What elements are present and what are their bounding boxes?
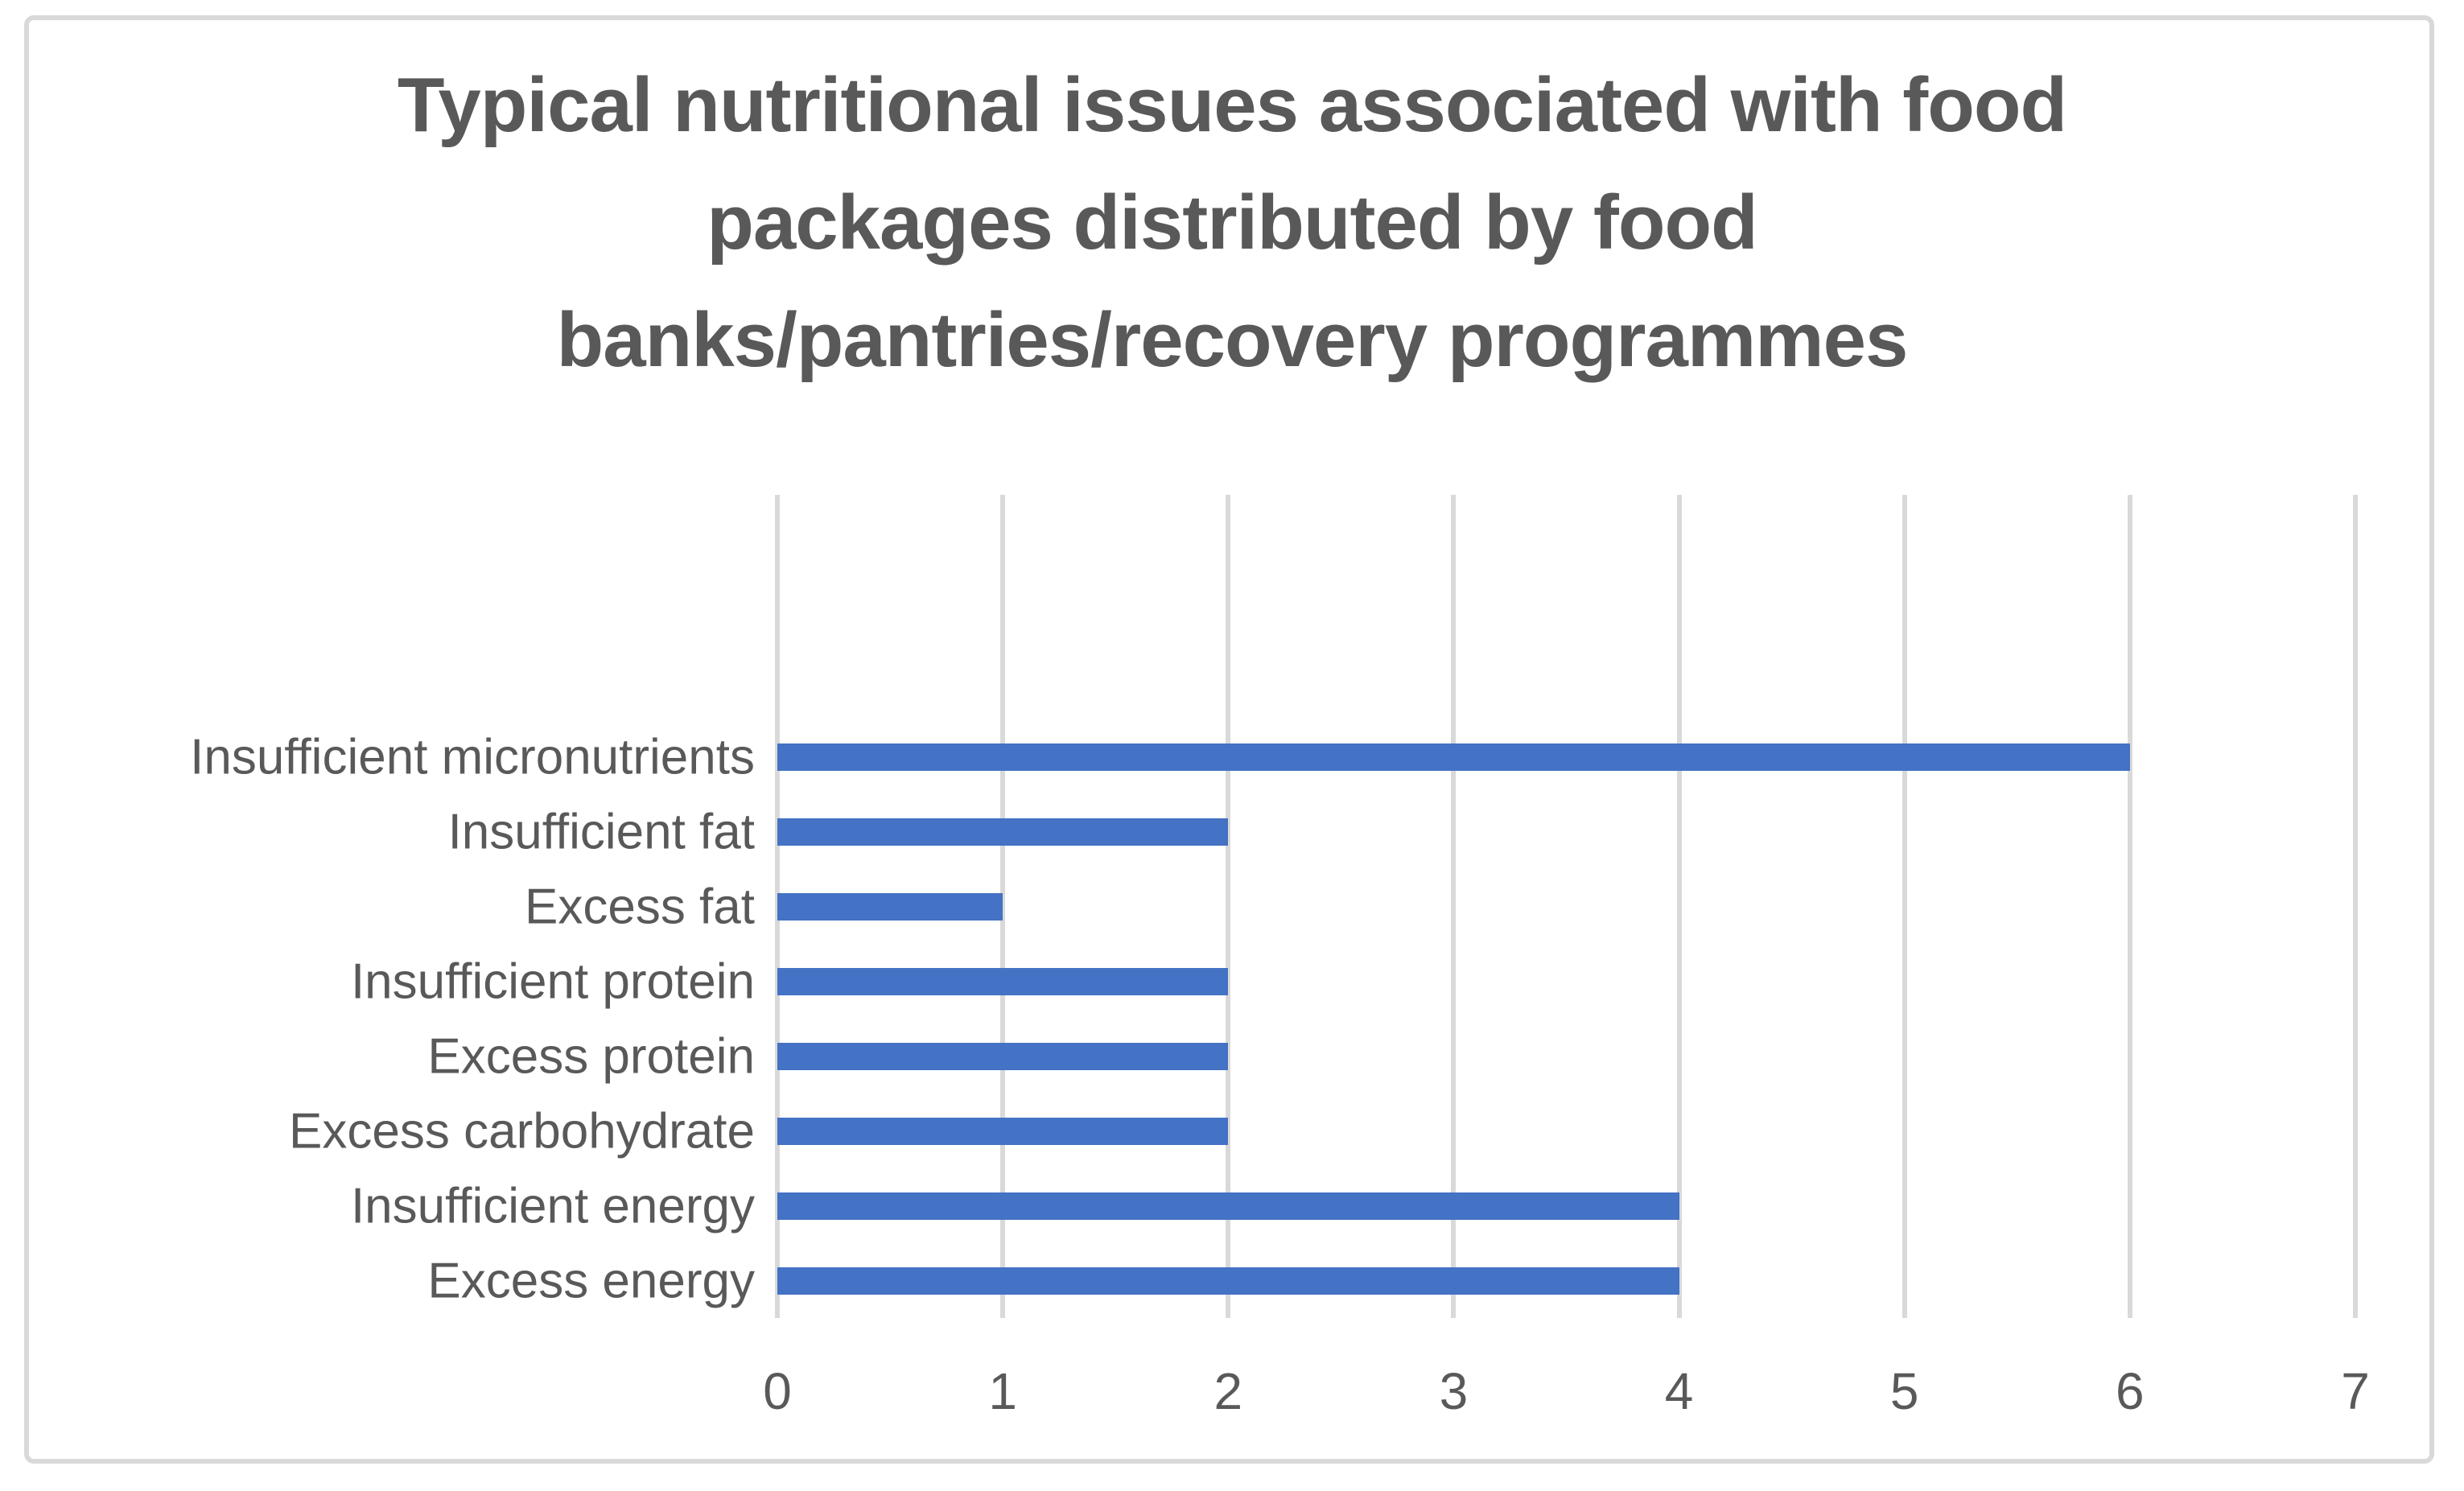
- bar: [777, 967, 1229, 995]
- bar: [777, 743, 2130, 771]
- category-label: Excess protein: [427, 1028, 755, 1084]
- chart-title-line: packages distributed by food: [707, 179, 1758, 266]
- bar: [777, 1117, 1229, 1145]
- category-label: Insufficient micronutrients: [190, 729, 755, 785]
- x-axis-tick-label: 2: [1213, 1362, 1243, 1420]
- x-axis-tick-label: 4: [1664, 1362, 1694, 1420]
- bar-rows: Insufficient micronutrients Insufficient …: [190, 495, 2355, 1318]
- gridline: [2353, 495, 2358, 1318]
- bar: [777, 1192, 1679, 1220]
- bar: [777, 892, 1003, 921]
- bar-row: Excess carbohydrate: [289, 1094, 2355, 1168]
- bar-row: Insufficient protein: [351, 944, 2355, 1019]
- gridline: [1000, 495, 1006, 1318]
- bar: [777, 1267, 1679, 1295]
- category-label: Insufficient fat: [447, 804, 755, 859]
- chart-title-line: banks/pantries/recovery programmes: [556, 297, 1909, 383]
- plot-area: Insufficient micronutrients Insufficient …: [190, 495, 2358, 1318]
- category-label: Excess energy: [427, 1253, 755, 1308]
- bar: [777, 1042, 1229, 1070]
- category-label: Excess carbohydrate: [289, 1103, 755, 1159]
- chart-title-line: Typical nutritional issues associated wi…: [397, 62, 2067, 148]
- bar-row: Insufficient energy: [351, 1168, 2355, 1243]
- chart-title: Typical nutritional issues associated wi…: [0, 47, 2464, 399]
- x-axis-tick-label: 7: [2341, 1362, 2370, 1420]
- category-label: Insufficient protein: [350, 953, 755, 1009]
- bar-row: Excess energy: [427, 1243, 2355, 1318]
- bar-row: Excess fat: [525, 869, 2355, 944]
- plot-top-spacer: [777, 495, 2355, 719]
- gridline: [1902, 495, 1907, 1318]
- category-label: Insufficient energy: [350, 1178, 755, 1234]
- x-axis-tick-label: 3: [1439, 1362, 1469, 1420]
- x-axis-tick-label: 5: [1889, 1362, 1919, 1420]
- bar: [777, 818, 1229, 846]
- bar-row: Insufficient micronutrients: [190, 719, 2355, 794]
- gridline: [1451, 495, 1457, 1318]
- gridline: [1226, 495, 1231, 1318]
- x-axis-tick-label: 1: [988, 1362, 1017, 1420]
- gridline: [2127, 495, 2132, 1318]
- bar-row: Insufficient fat: [448, 794, 2355, 869]
- x-axis-tick-label: 0: [763, 1362, 792, 1420]
- x-axis-tick-label: 6: [2116, 1362, 2145, 1420]
- x-axis: 0 1 2 3 4 5 6 7: [763, 1361, 2370, 1434]
- gridline: [1676, 495, 1682, 1318]
- category-label: Excess fat: [525, 879, 755, 934]
- bar-row: Excess protein: [427, 1019, 2355, 1094]
